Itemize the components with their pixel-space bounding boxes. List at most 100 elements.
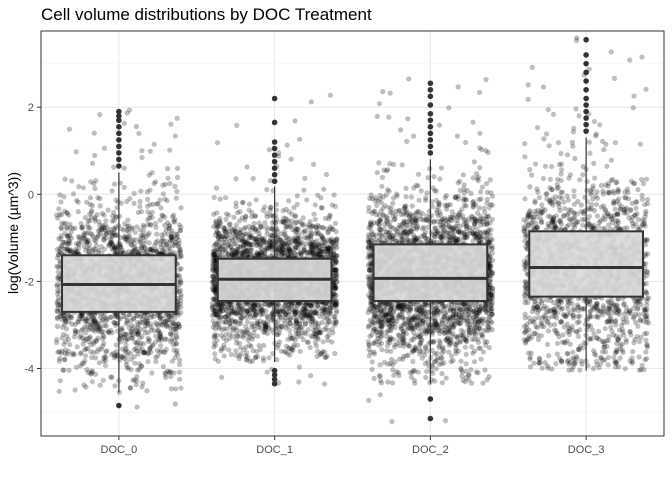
jitter-point [100, 377, 106, 383]
jitter-point [79, 312, 85, 318]
jitter-point [81, 360, 87, 366]
jitter-point [296, 231, 302, 237]
jitter-point [162, 318, 168, 325]
jitter-point [322, 381, 328, 387]
jitter-point [82, 215, 88, 221]
jitter-point [257, 244, 263, 250]
jitter-point [282, 303, 288, 309]
jitter-point [113, 224, 119, 230]
jitter-point [175, 321, 182, 327]
jitter-point [159, 238, 165, 245]
jitter-point [77, 363, 84, 369]
jitter-point [85, 315, 91, 321]
jitter-point [103, 349, 109, 355]
jitter-point [285, 252, 291, 258]
jitter-point [64, 333, 70, 339]
jitter-point [111, 350, 117, 357]
jitter-point [311, 161, 317, 167]
jitter-point [154, 201, 160, 207]
jitter-point [101, 225, 107, 231]
jitter-point [109, 330, 115, 336]
jitter-point [218, 348, 224, 354]
jitter-point [142, 330, 148, 336]
jitter-point [104, 224, 110, 230]
jitter-point [66, 367, 72, 373]
jitter-point [141, 249, 147, 255]
jitter-point [211, 194, 217, 201]
jitter-point [220, 319, 226, 325]
jitter-point [212, 252, 218, 258]
jitter-point [60, 239, 66, 245]
jitter-point [278, 323, 285, 329]
jitter-point [153, 248, 159, 254]
jitter-point [59, 211, 65, 218]
jitter-point [287, 316, 293, 322]
jitter-point [282, 228, 288, 234]
jitter-point [176, 324, 182, 330]
jitter-point [84, 245, 90, 251]
jitter-point [62, 176, 68, 182]
jitter-point [69, 315, 75, 321]
jitter-point [135, 249, 141, 255]
jitter-point [87, 325, 93, 331]
jitter-point [177, 376, 183, 382]
jitter-point [145, 209, 151, 215]
jitter-point [68, 313, 74, 319]
jitter-point [76, 184, 82, 190]
jitter-point [275, 332, 281, 338]
jitter-point [103, 315, 109, 321]
jitter-point [81, 243, 87, 249]
jitter-point [89, 209, 95, 215]
jitter-point [62, 315, 68, 321]
jitter-point [312, 239, 318, 245]
jitter-point [119, 327, 125, 333]
jitter-point [178, 266, 184, 272]
jitter-point [130, 377, 136, 383]
jitter-point [288, 335, 294, 341]
jitter-point [325, 245, 331, 251]
jitter-point [88, 179, 94, 185]
jitter-point [151, 314, 157, 320]
jitter-point [317, 327, 323, 333]
jitter-point [167, 331, 174, 337]
jitter-point [75, 234, 82, 240]
jitter-point [149, 170, 155, 176]
jitter-point [228, 351, 234, 358]
jitter-point [172, 355, 178, 361]
jitter-point [56, 294, 62, 300]
jitter-point [62, 230, 68, 236]
jitter-point [86, 327, 92, 333]
jitter-point [178, 279, 184, 285]
jitter-point [169, 358, 175, 364]
jitter-point [234, 210, 241, 216]
jitter-point [171, 242, 178, 248]
jitter-point [111, 226, 117, 232]
jitter-point [284, 142, 290, 148]
jitter-point [66, 126, 73, 132]
jitter-point [157, 329, 163, 336]
jitter-point [295, 323, 301, 329]
jitter-point [127, 385, 133, 391]
jitter-point [302, 321, 309, 327]
jitter-point [84, 318, 90, 324]
jitter-point [175, 352, 181, 358]
jitter-point [105, 328, 111, 334]
jitter-point [111, 181, 118, 187]
jitter-point [166, 244, 172, 250]
jitter-point [227, 321, 233, 327]
jitter-point [129, 226, 135, 232]
jitter-point [65, 241, 71, 247]
jitter-point [250, 301, 256, 307]
jitter-point [142, 249, 149, 255]
jitter-point [319, 205, 325, 211]
jitter-point [94, 212, 100, 218]
jitter-point [307, 244, 314, 250]
jitter-point [333, 303, 339, 309]
jitter-point [162, 196, 168, 202]
jitter-point [135, 330, 142, 336]
jitter-point [92, 318, 98, 325]
jitter-point [123, 346, 129, 352]
jitter-point [287, 327, 293, 334]
jitter-point [112, 226, 118, 232]
